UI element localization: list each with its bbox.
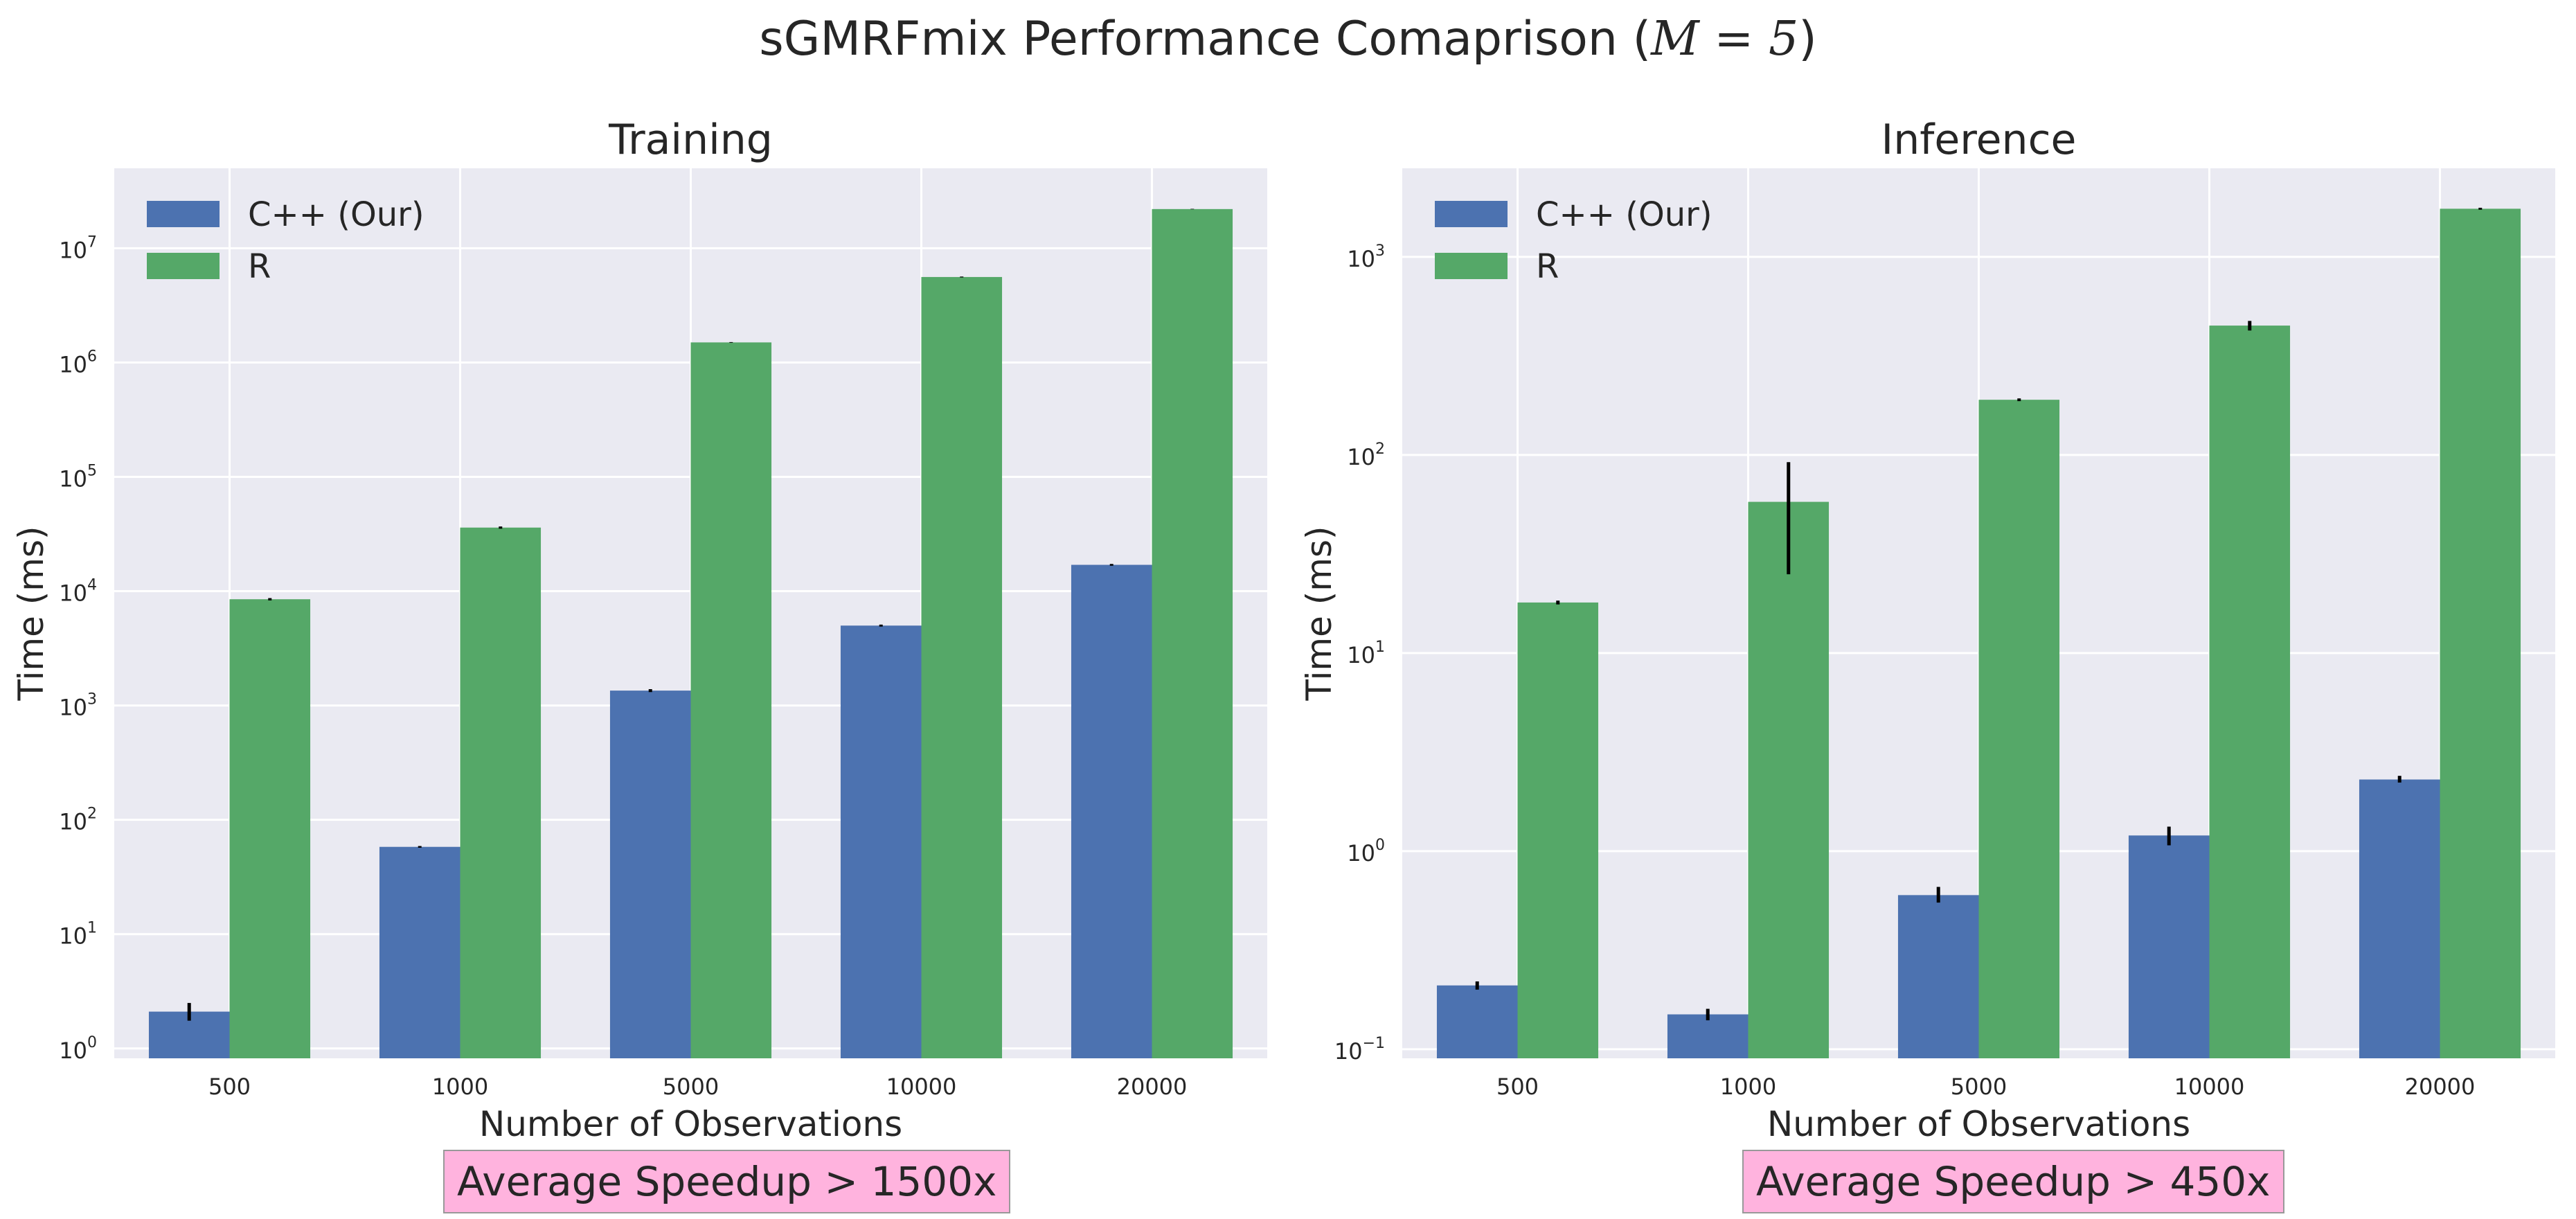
training-title: Training	[608, 116, 773, 164]
inference-bar-cpp-1000	[1667, 1014, 1748, 1058]
inference-bar-cpp-10000	[2128, 835, 2210, 1058]
training-ytick-label: 101	[59, 920, 97, 950]
inference-xtick-label: 20000	[2405, 1074, 2476, 1100]
figure-title-math: M = 5	[1651, 12, 1799, 66]
inference-ytick-label: 10−1	[1334, 1035, 1385, 1065]
inference-bar-cpp-500	[1436, 985, 1518, 1058]
inference-legend-label-cpp: C++ (Our)	[1536, 195, 1712, 234]
inference-ytick-label: 100	[1347, 837, 1385, 866]
training-ytick-label: 106	[59, 348, 97, 377]
training-xtick-label: 5000	[663, 1074, 719, 1100]
inference-xtick-label: 10000	[2174, 1074, 2245, 1100]
training-bar-cpp-5000	[609, 691, 691, 1058]
training-bar-r-10000	[921, 276, 1003, 1059]
inference-xtick-label: 500	[1496, 1074, 1539, 1100]
training-xlabel: Number of Observations	[479, 1104, 902, 1144]
training-legend-label-r: R	[248, 247, 271, 286]
inference-legend-swatch-r	[1435, 253, 1508, 279]
inference-bar-r-5000	[1978, 400, 2060, 1058]
inference-speedup-box: Average Speedup > 450x	[1742, 1150, 2284, 1213]
training-bar-r-20000	[1152, 208, 1233, 1059]
inference-legend-swatch-cpp	[1435, 201, 1508, 227]
inference-ytick-label: 103	[1347, 242, 1385, 272]
inference-bar-cpp-5000	[1897, 895, 1979, 1058]
training-xtick-label: 10000	[886, 1074, 957, 1100]
training-xtick-label: 20000	[1117, 1074, 1188, 1100]
inference-ytick-label: 102	[1347, 441, 1385, 470]
training-ytick-label: 107	[59, 233, 97, 263]
training-ytick-label: 105	[59, 462, 97, 492]
training-ylabel: Time (ms)	[11, 526, 51, 701]
training-xtick-label: 500	[208, 1074, 251, 1100]
inference-bar-r-20000	[2440, 208, 2521, 1058]
inference-xtick-label: 1000	[1720, 1074, 1776, 1100]
training-legend-swatch-r	[147, 253, 220, 279]
training-chart: 500 1000 5000 10000 20000 100 101 102 103 104 105 1…	[11, 116, 1267, 1144]
training-legend-label-cpp: C++ (Our)	[248, 195, 424, 234]
training-ytick-label: 104	[59, 577, 97, 607]
training-bar-r-500	[229, 599, 311, 1058]
figure-title-prefix: sGMRFmix Performance Comaprison (	[759, 12, 1652, 66]
training-speedup-box: Average Speedup > 1500x	[443, 1150, 1011, 1213]
training-bar-cpp-1000	[379, 846, 460, 1058]
inference-bar-cpp-20000	[2359, 779, 2440, 1058]
figure-title: sGMRFmix Performance Comaprison (M = 5)	[0, 8, 2576, 71]
training-legend-swatch-cpp	[147, 201, 220, 227]
training-bar-cpp-20000	[1071, 564, 1152, 1058]
inference-legend-label-r: R	[1536, 247, 1559, 286]
inference-bar-r-500	[1517, 602, 1599, 1058]
inference-chart: 500 1000 5000 10000 20000 10−1 100 101 102 103 Inf…	[1299, 116, 2555, 1144]
inference-bar-r-1000	[1748, 501, 1830, 1058]
training-bar-r-5000	[690, 342, 772, 1059]
training-xtick-label: 1000	[432, 1074, 488, 1100]
inference-bar-r-10000	[2209, 326, 2291, 1059]
inference-xlabel: Number of Observations	[1767, 1104, 2190, 1144]
training-ytick-label: 103	[59, 691, 97, 721]
training-ytick-label: 102	[59, 806, 97, 835]
inference-ytick-label: 101	[1347, 639, 1385, 668]
inference-title: Inference	[1881, 116, 2077, 164]
training-ytick-label: 100	[59, 1034, 97, 1064]
training-bar-r-1000	[460, 527, 542, 1058]
figure-title-suffix: )	[1798, 12, 1817, 66]
inference-xtick-label: 5000	[1951, 1074, 2007, 1100]
training-bar-cpp-10000	[840, 625, 922, 1058]
inference-ylabel: Time (ms)	[1299, 526, 1339, 701]
